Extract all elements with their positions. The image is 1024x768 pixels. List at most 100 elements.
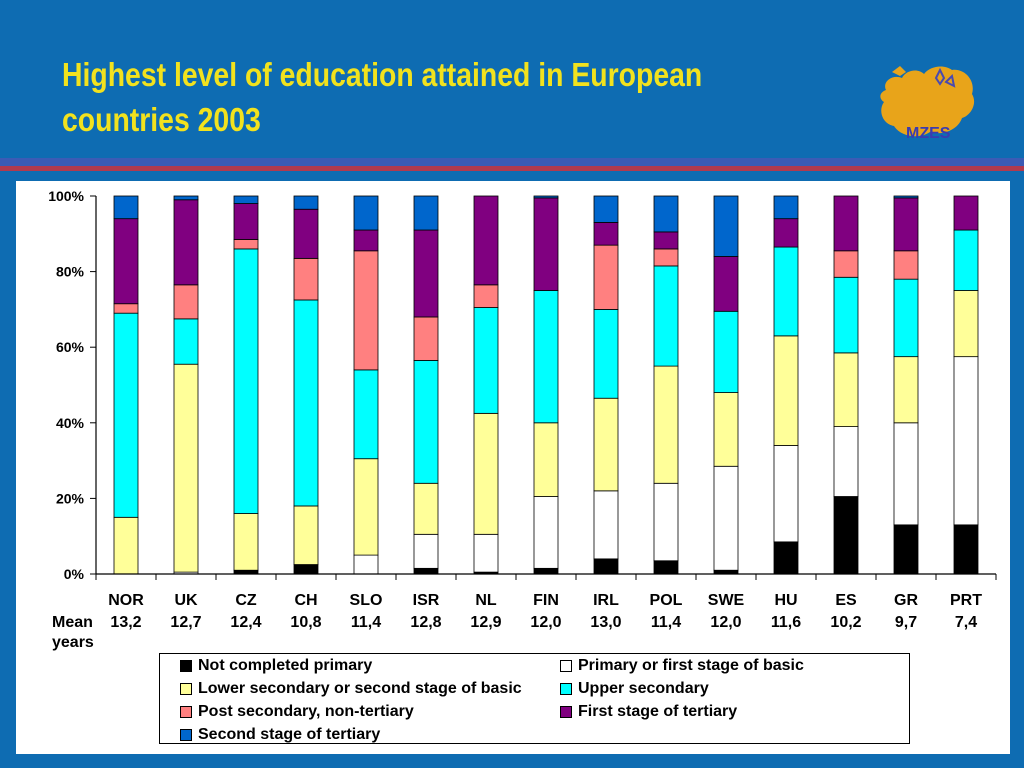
- mean-years-value: 10,8: [290, 614, 321, 631]
- bar-segment: [533, 422, 559, 497]
- bar-segment: [293, 299, 319, 507]
- bar-segment: [653, 482, 679, 562]
- legend-swatch: [560, 660, 572, 672]
- bar-segment: [773, 335, 799, 446]
- bar-segment: [773, 195, 799, 220]
- x-tick-label: UK: [174, 592, 198, 609]
- bar-segment: [653, 365, 679, 484]
- bar-segment: [953, 229, 979, 291]
- x-tick-label: PRT: [950, 592, 982, 609]
- bar-segment: [833, 276, 859, 354]
- bar-segment: [473, 195, 499, 286]
- bar-segment: [293, 257, 319, 301]
- bar-segment: [353, 554, 379, 575]
- legend-label: Lower secondary or second stage of basic: [198, 680, 522, 697]
- bar-segment: [113, 195, 139, 220]
- bar-segment: [353, 195, 379, 231]
- chart-panel: Mean years 0% 20% 40% 60% 80% 100% NOR 13,2 UK 12…: [16, 181, 1010, 754]
- bar-segment: [533, 567, 559, 575]
- bar-segment: [893, 356, 919, 424]
- legend-item: Lower secondary or second stage of basic: [180, 680, 522, 698]
- mean-years-label-line1: Mean: [52, 614, 93, 631]
- bar-segment: [413, 229, 439, 318]
- y-tick-label: 40%: [56, 415, 85, 431]
- bar-segment: [713, 256, 739, 312]
- bar-segment: [233, 195, 259, 204]
- mean-years-value: 12,9: [470, 614, 501, 631]
- bar-segment: [173, 318, 199, 365]
- bar-segment: [593, 490, 619, 560]
- bar-segment: [293, 505, 319, 565]
- bar-segment: [353, 250, 379, 371]
- mean-years-value: 12,8: [410, 614, 441, 631]
- y-tick-label: 20%: [56, 490, 85, 506]
- bar-segment: [473, 307, 499, 414]
- x-tick-label: HU: [774, 592, 797, 609]
- bar-segment: [653, 231, 679, 250]
- bar-segment: [773, 218, 799, 248]
- bar-segment: [473, 412, 499, 535]
- bar-segment: [173, 195, 199, 201]
- bar-segment: [533, 496, 559, 569]
- mean-years-value: 9,7: [895, 614, 917, 631]
- legend-item: Second stage of tertiary: [180, 726, 380, 744]
- bar-segment: [773, 445, 799, 543]
- bar-segment: [233, 513, 259, 571]
- bar-segment: [233, 239, 259, 250]
- bar-segment: [893, 250, 919, 280]
- bar-segment: [173, 199, 199, 286]
- header-band-red: [0, 166, 1024, 171]
- x-tick-label: NOR: [108, 592, 144, 609]
- x-tick-label: SWE: [708, 592, 745, 609]
- bar-segment: [293, 564, 319, 575]
- legend-label: Second stage of tertiary: [198, 726, 381, 743]
- bar-segment: [893, 278, 919, 358]
- legend-swatch: [180, 706, 192, 718]
- bar-segment: [413, 360, 439, 484]
- bar-segment: [593, 195, 619, 223]
- bar-segment: [833, 426, 859, 497]
- legend-swatch: [560, 706, 572, 718]
- mean-years-value: 12,0: [710, 614, 741, 631]
- bar-segment: [953, 195, 979, 231]
- bar-segment: [173, 363, 199, 573]
- bar-segment: [953, 356, 979, 526]
- bar-segment: [473, 284, 499, 308]
- bar-segment: [713, 195, 739, 257]
- mean-years-value: 12,0: [530, 614, 561, 631]
- legend-item: Post secondary, non-tertiary: [180, 703, 414, 721]
- bar-segment: [413, 533, 439, 569]
- bar-segment: [113, 516, 139, 575]
- x-tick-label: GR: [894, 592, 918, 609]
- x-tick-label: CH: [294, 592, 317, 609]
- y-tick-label: 60%: [56, 339, 85, 355]
- legend-label: Not completed primary: [198, 657, 373, 674]
- bar-segment: [233, 248, 259, 514]
- bar-segment: [113, 303, 139, 314]
- bar-segment: [773, 541, 799, 575]
- bar-segment: [113, 218, 139, 305]
- legend-item: First stage of tertiary: [560, 703, 737, 721]
- legend-label: Upper secondary: [578, 680, 709, 697]
- bar-segment: [533, 197, 559, 291]
- legend-label: Primary or first stage of basic: [578, 657, 804, 674]
- bar-segment: [593, 222, 619, 246]
- bar-segment: [413, 567, 439, 575]
- mzes-logo: MZES: [880, 66, 975, 142]
- bar-segment: [113, 312, 139, 518]
- bar-segment: [893, 422, 919, 526]
- bar-segment: [833, 352, 859, 427]
- legend-label: Post secondary, non-tertiary: [198, 703, 414, 720]
- x-tick-label: IRL: [593, 592, 619, 609]
- chart-legend: Not completed primary Primary or first st…: [159, 653, 910, 744]
- mean-years-value: 10,2: [830, 614, 861, 631]
- bar-segment: [833, 496, 859, 575]
- header-band-blue: [0, 158, 1024, 166]
- mean-years-value: 7,4: [955, 614, 977, 631]
- bar-segment: [953, 290, 979, 358]
- bar-segment: [593, 308, 619, 399]
- bar-segment: [293, 208, 319, 259]
- bar-segment: [653, 248, 679, 267]
- bar-segment: [593, 558, 619, 575]
- x-tick-label: POL: [650, 592, 683, 609]
